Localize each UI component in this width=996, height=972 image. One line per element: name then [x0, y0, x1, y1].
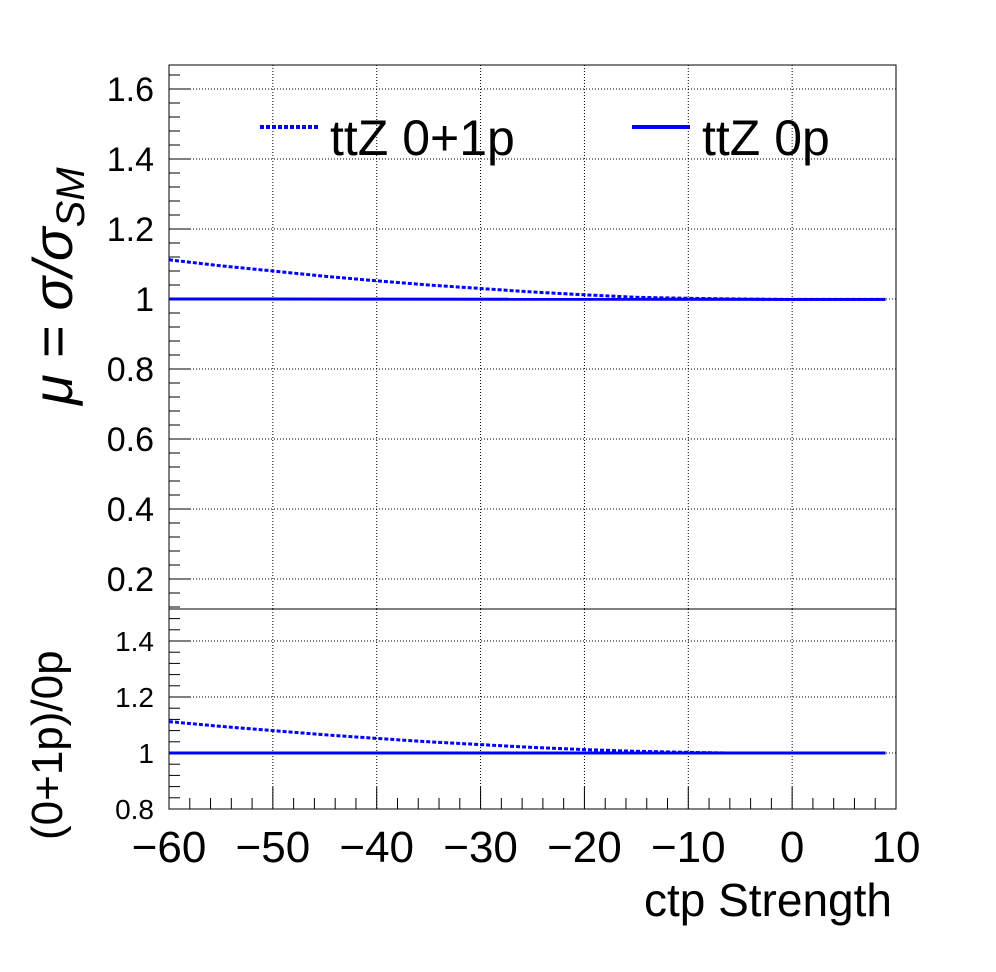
y-tick-label: 0.8: [115, 794, 154, 825]
y-tick-label: 1: [135, 281, 154, 319]
y-tick-label: 1.6: [107, 71, 154, 109]
x-tick-label: −40: [339, 823, 414, 872]
legend-label-0plus1p: ttZ 0+1p: [330, 110, 515, 166]
series-line-0plus1p: [168, 258, 886, 301]
x-tick-label: −10: [651, 823, 726, 872]
series-line-0plus1p: [168, 720, 730, 755]
y-tick-label: 1.2: [115, 682, 154, 713]
y-tick-label: 1: [138, 738, 154, 769]
y-tick-label: 1.4: [107, 141, 154, 179]
x-tick-label: 10: [872, 823, 921, 872]
plot-frame: [168, 608, 897, 810]
x-tick-label: −50: [236, 823, 311, 872]
y-tick-label: 0.2: [107, 561, 154, 599]
main-y-axis-label-text: μ = σ/σ: [21, 225, 84, 407]
main-y-axis-label-subscript: SM: [49, 167, 93, 228]
x-tick-label: −20: [547, 823, 622, 872]
legend: ttZ 0+1p ttZ 0p: [260, 110, 830, 166]
y-tick-label: 0.4: [107, 491, 154, 529]
main-panel: 0.2 0.4 0.6 0.8 1 1.2 1.4 1.6: [107, 64, 897, 610]
y-tick-label: 0.6: [107, 421, 154, 459]
y-tick-label: 0.8: [107, 351, 154, 389]
legend-label-0p: ttZ 0p: [702, 110, 830, 166]
x-tick-label: −60: [132, 823, 207, 872]
x-tick-label: 0: [780, 823, 804, 872]
x-axis-label: ctp Strength: [644, 874, 892, 926]
y-tick-label: 1.4: [115, 626, 154, 657]
x-tick-label: −30: [443, 823, 518, 872]
ratio-panel: 0.8 1 1.2 1.4 −60 −50 −40 −30 −20 −10 0 10: [115, 608, 921, 872]
y-tick-label: 1.2: [107, 211, 154, 249]
ratio-y-axis-label: (0+1p)/0p: [23, 650, 72, 840]
main-y-axis-label: μ = σ/σSM: [21, 167, 93, 407]
